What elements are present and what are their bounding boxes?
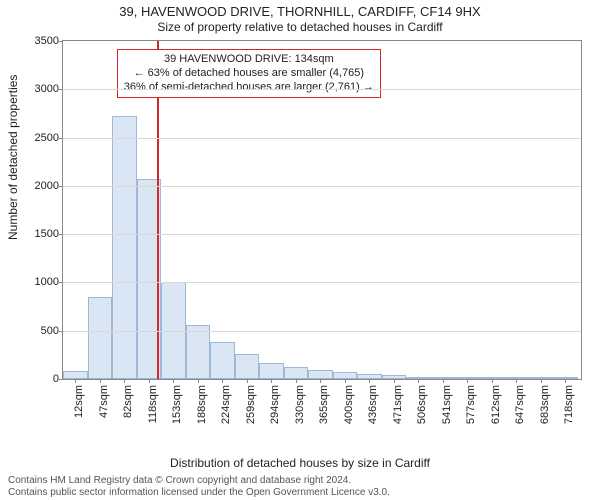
x-tick-label: 400sqm	[343, 385, 355, 424]
x-tick-mark	[394, 379, 395, 383]
x-tick-mark	[369, 379, 370, 383]
x-tick-mark	[247, 379, 248, 383]
annotation-line-1: 39 HAVENWOOD DRIVE: 134sqm	[124, 53, 374, 67]
y-tick-mark	[59, 186, 63, 187]
histogram-bar	[186, 325, 211, 379]
annotation-line-2: ← 63% of detached houses are smaller (4,…	[124, 67, 374, 81]
x-tick-label: 82sqm	[122, 385, 134, 418]
x-tick-mark	[467, 379, 468, 383]
x-tick-mark	[345, 379, 346, 383]
x-tick-mark	[418, 379, 419, 383]
x-tick-label: 188sqm	[196, 385, 208, 424]
y-tick-mark	[59, 138, 63, 139]
gridline	[63, 234, 581, 235]
x-tick-mark	[320, 379, 321, 383]
x-tick-label: 153sqm	[171, 385, 183, 424]
y-tick-mark	[59, 234, 63, 235]
x-tick-mark	[492, 379, 493, 383]
y-axis-label: Number of detached properties	[6, 75, 20, 240]
x-tick-mark	[198, 379, 199, 383]
y-tick-mark	[59, 331, 63, 332]
y-tick-label: 500	[41, 325, 59, 337]
y-tick-label: 2500	[35, 132, 59, 144]
plot-area: 39 HAVENWOOD DRIVE: 134sqm ← 63% of deta…	[62, 40, 582, 380]
gridline	[63, 138, 581, 139]
y-tick-label: 1000	[35, 276, 59, 288]
y-tick-mark	[59, 379, 63, 380]
x-tick-label: 612sqm	[490, 385, 502, 424]
gridline	[63, 282, 581, 283]
x-tick-label: 330sqm	[294, 385, 306, 424]
x-tick-label: 436sqm	[367, 385, 379, 424]
x-axis-label: Distribution of detached houses by size …	[0, 456, 600, 470]
x-tick-label: 259sqm	[245, 385, 257, 424]
x-tick-mark	[516, 379, 517, 383]
x-tick-mark	[565, 379, 566, 383]
x-tick-label: 294sqm	[269, 385, 281, 424]
gridline	[63, 331, 581, 332]
y-tick-mark	[59, 89, 63, 90]
x-tick-mark	[173, 379, 174, 383]
x-tick-mark	[124, 379, 125, 383]
x-tick-label: 541sqm	[441, 385, 453, 424]
x-tick-label: 471sqm	[392, 385, 404, 424]
histogram-bar	[112, 116, 137, 379]
x-tick-label: 506sqm	[416, 385, 428, 424]
x-tick-label: 683sqm	[539, 385, 551, 424]
x-tick-mark	[271, 379, 272, 383]
x-tick-label: 577sqm	[465, 385, 477, 424]
y-tick-label: 1500	[35, 228, 59, 240]
x-tick-mark	[100, 379, 101, 383]
histogram-bar	[284, 367, 309, 379]
histogram-bar	[210, 342, 235, 379]
gridline	[63, 186, 581, 187]
x-tick-mark	[149, 379, 150, 383]
y-tick-mark	[59, 41, 63, 42]
histogram-bar	[235, 354, 260, 379]
annotation-line-3: 36% of semi-detached houses are larger (…	[124, 81, 374, 95]
x-tick-label: 647sqm	[514, 385, 526, 424]
x-tick-label: 718sqm	[563, 385, 575, 424]
footer-copyright-1: Contains HM Land Registry data © Crown c…	[8, 475, 351, 486]
x-tick-mark	[443, 379, 444, 383]
x-tick-mark	[222, 379, 223, 383]
x-tick-mark	[541, 379, 542, 383]
x-tick-label: 365sqm	[318, 385, 330, 424]
y-tick-label: 3500	[35, 35, 59, 47]
x-tick-label: 224sqm	[220, 385, 232, 424]
x-tick-label: 47sqm	[98, 385, 110, 418]
chart-title-address: 39, HAVENWOOD DRIVE, THORNHILL, CARDIFF,…	[0, 4, 600, 19]
x-tick-label: 12sqm	[73, 385, 85, 418]
histogram-bar	[88, 297, 113, 379]
annotation-box: 39 HAVENWOOD DRIVE: 134sqm ← 63% of deta…	[117, 49, 381, 98]
histogram-bar	[63, 371, 88, 379]
histogram-bar	[333, 372, 358, 379]
y-tick-label: 3000	[35, 83, 59, 95]
footer-copyright-2: Contains public sector information licen…	[8, 487, 390, 498]
y-tick-label: 2000	[35, 180, 59, 192]
gridline	[63, 89, 581, 90]
x-tick-mark	[75, 379, 76, 383]
y-tick-mark	[59, 282, 63, 283]
x-tick-label: 118sqm	[147, 385, 159, 423]
chart-title-sub: Size of property relative to detached ho…	[0, 20, 600, 34]
histogram-bar	[259, 363, 284, 379]
x-tick-mark	[296, 379, 297, 383]
histogram-bar	[308, 370, 333, 379]
